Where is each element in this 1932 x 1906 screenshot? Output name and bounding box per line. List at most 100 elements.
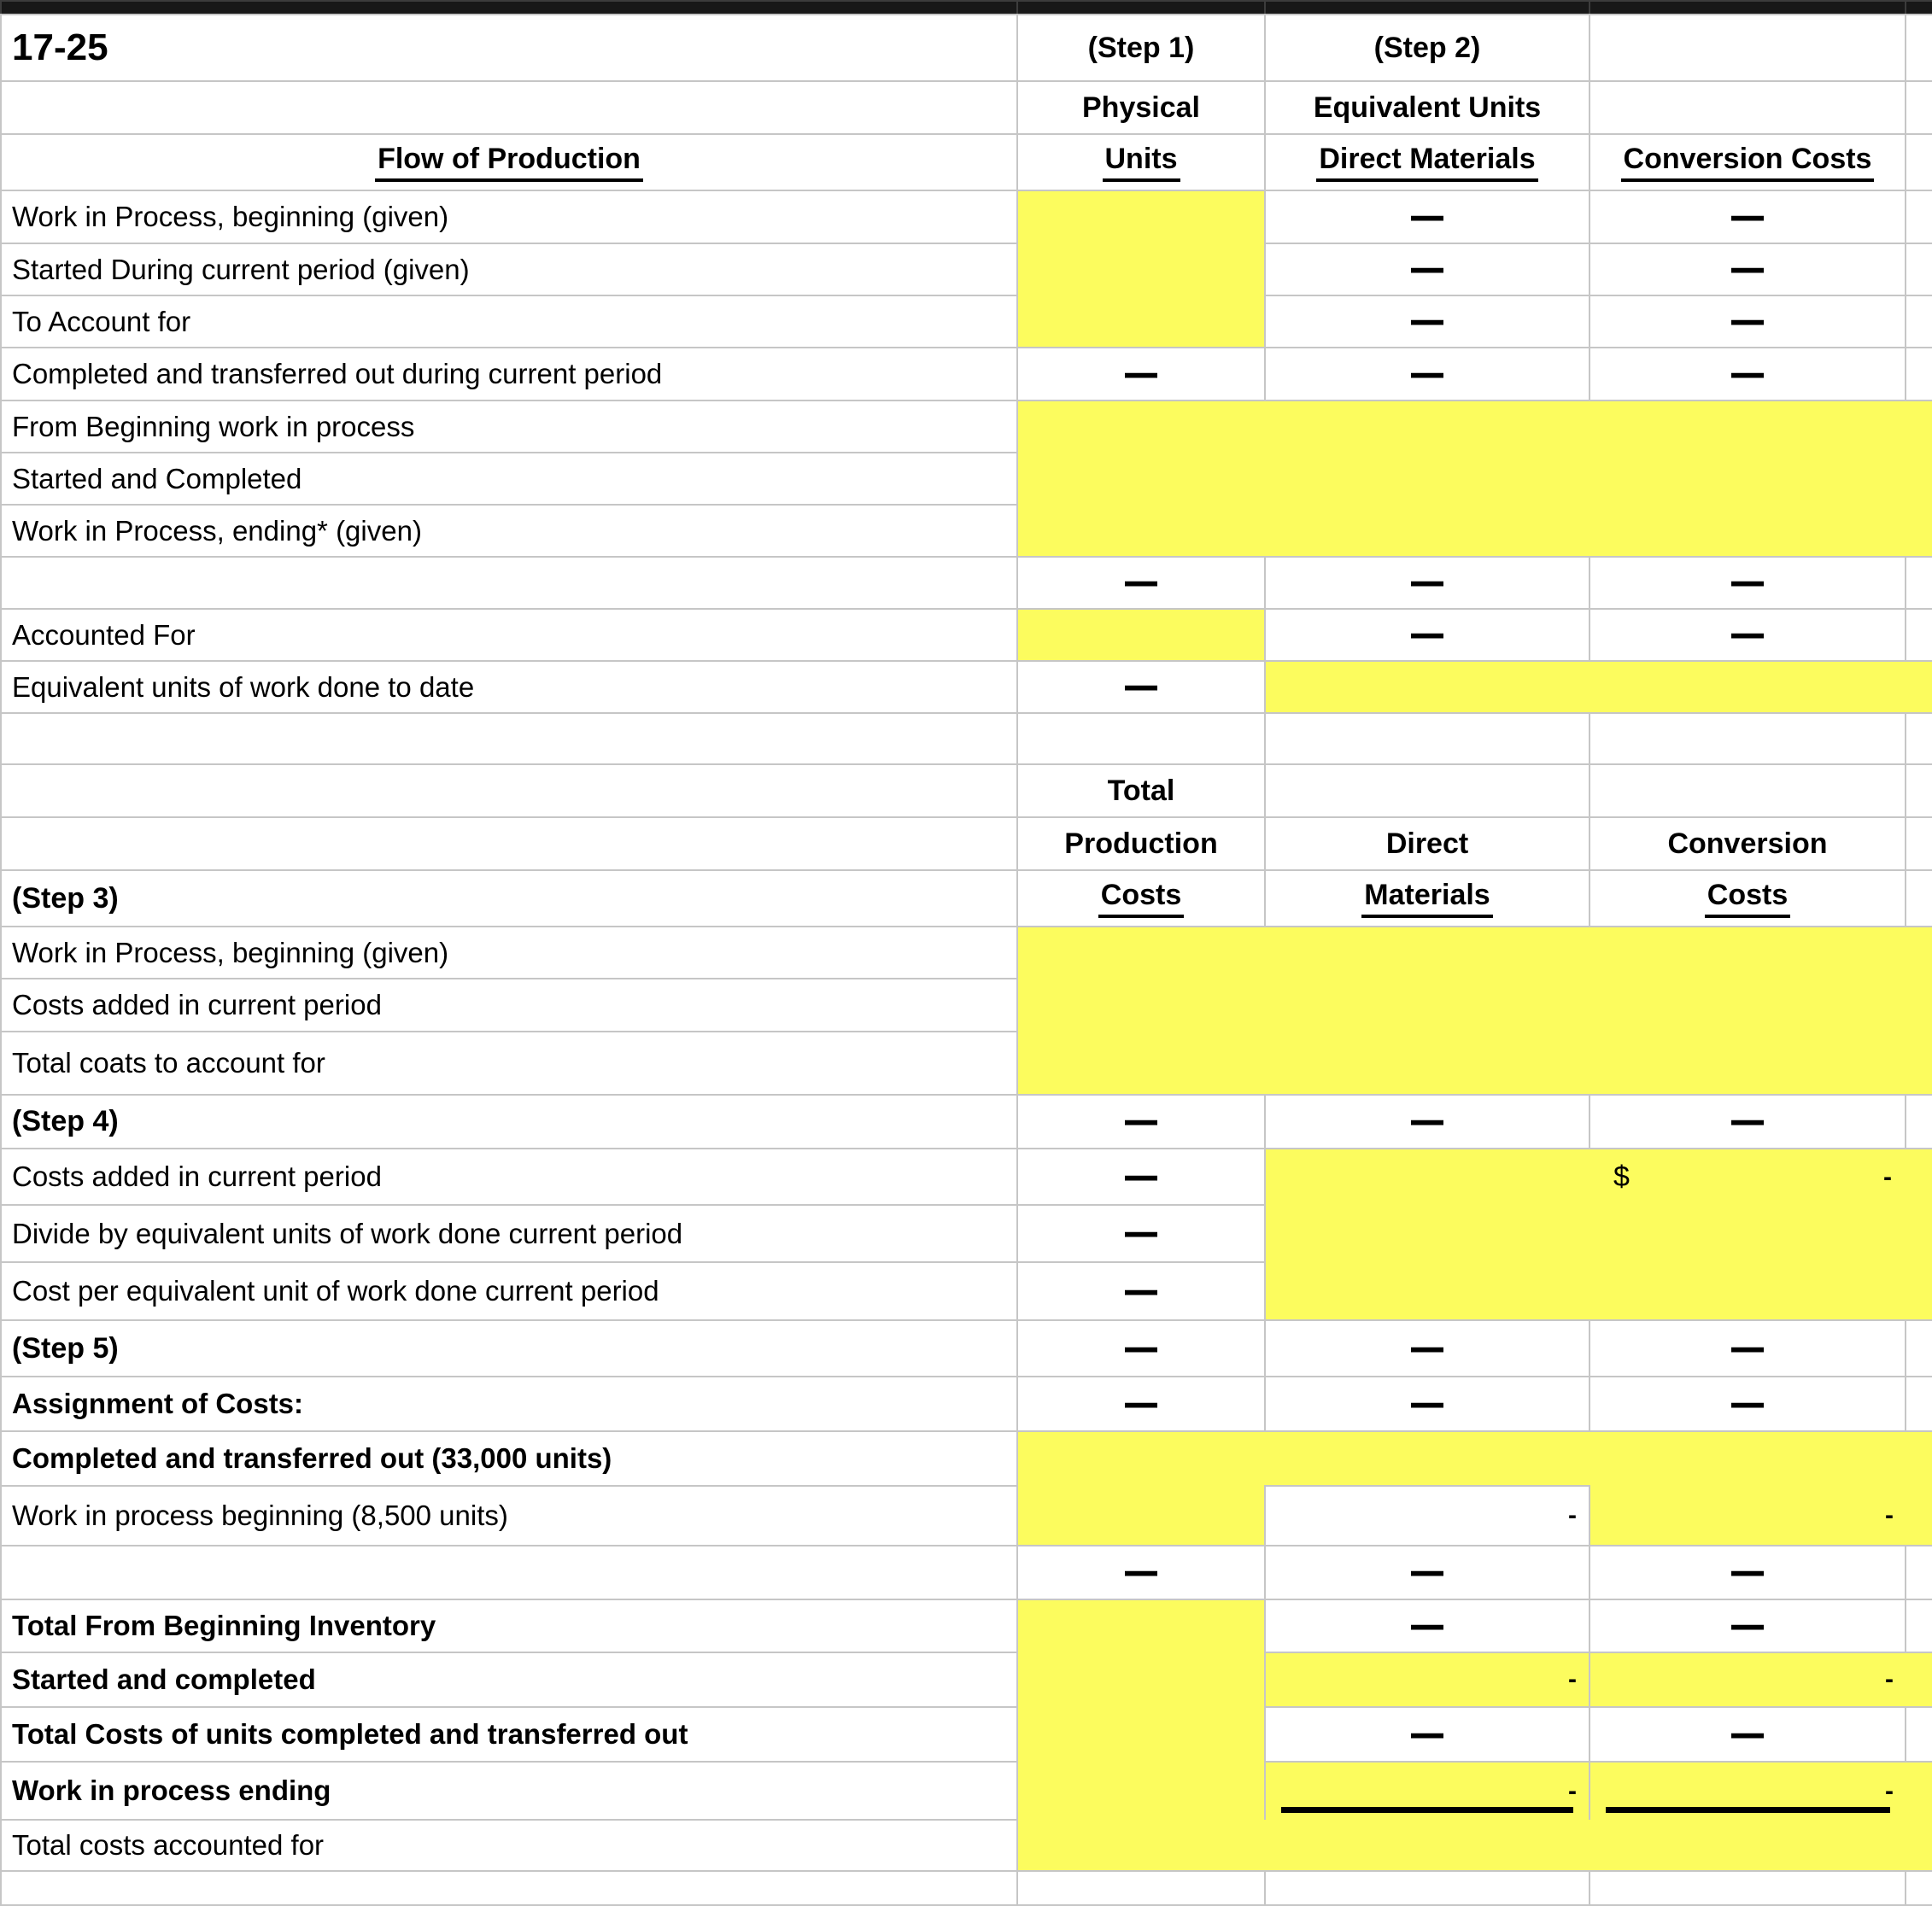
cell-total-costs-account-edge[interactable] <box>1905 1031 1932 1096</box>
cell-wip-ending2-edge[interactable] <box>1905 1761 1932 1820</box>
cell-started-and-completed-units-input[interactable] <box>1016 452 1265 505</box>
cell-step5-cc: — <box>1589 1319 1906 1377</box>
cell-completed-33000-cc-input[interactable] <box>1589 1430 1906 1486</box>
cell-total-costs-account-cc-input[interactable] <box>1589 1031 1906 1096</box>
cell-wip-beg-8500-edge[interactable] <box>1905 1485 1932 1546</box>
units-header: Units <box>1016 133 1266 191</box>
cell-total-costs-accounted-cc-input[interactable] <box>1589 1819 1906 1872</box>
empty-cell <box>1905 1706 1932 1763</box>
cell-costs-added-dm-input[interactable] <box>1264 978 1590 1032</box>
cell-costs-added-edge[interactable] <box>1905 978 1932 1032</box>
cell-total-from-beg-inv-cc: — <box>1589 1599 1906 1653</box>
cell-total-costs-accounted-dm-input[interactable] <box>1264 1819 1590 1872</box>
cell-started-and-completed-cc-input[interactable] <box>1589 452 1906 505</box>
cell-wip-beg-8500-dm: - <box>1264 1485 1590 1546</box>
cell-wip-ending2-dm-input[interactable]: - <box>1264 1761 1590 1820</box>
row-label-wip-beginning-costs: Work in Process, beginning (given) <box>0 926 1018 979</box>
cell-costs-added-step4-cc-input[interactable]: $ - <box>1589 1148 1906 1205</box>
cell-divide-by-dm-input[interactable] <box>1264 1204 1590 1262</box>
cell-started-and-completed-dm-input[interactable] <box>1264 452 1590 505</box>
cell-started-during-cc: — <box>1589 243 1906 296</box>
top-band-cell <box>1016 0 1266 15</box>
cell-equiv-units-edge[interactable] <box>1905 660 1932 714</box>
cell-step4-cc: — <box>1589 1094 1906 1149</box>
cell-completed-33000-total-input[interactable] <box>1016 1430 1265 1486</box>
costs2-header: Costs <box>1589 869 1906 927</box>
cell-assignment-total: — <box>1016 1376 1266 1432</box>
cell-accounted-for-cc: — <box>1589 608 1906 662</box>
row-label-equiv-units-to-date: Equivalent units of work done to date <box>0 660 1018 714</box>
cell-wip-ending-cc-input[interactable] <box>1589 504 1906 558</box>
cell-completed-33000-edge[interactable] <box>1905 1430 1932 1486</box>
cell-accounted-for-dm: — <box>1264 608 1590 662</box>
cell-costs-added-cc-input[interactable] <box>1589 978 1906 1032</box>
cell-from-beginning-wip-units-input[interactable] <box>1016 400 1265 453</box>
empty-cell <box>1905 1599 1932 1653</box>
cell-started-completed2-total-input[interactable] <box>1016 1652 1266 1707</box>
cell-divide-by-cc-input[interactable] <box>1589 1204 1906 1262</box>
cell-total-costs-accounted-total-input[interactable] <box>1016 1819 1265 1872</box>
cell-assignment-dm: — <box>1264 1376 1590 1432</box>
cell-from-beginning-wip-dm-input[interactable] <box>1264 400 1590 453</box>
cell-costs-added-step4-edge[interactable] <box>1905 1148 1932 1205</box>
cell-total-from-beg-inv-total-input[interactable] <box>1016 1599 1266 1652</box>
cell-wip-beginning-costs-dm-input[interactable] <box>1264 926 1590 979</box>
cell-started-completed2-dm-input[interactable]: - <box>1264 1652 1590 1708</box>
row-label-to-account-for: To Account for <box>0 295 1018 348</box>
cell-wip-beginning-costs-total-input[interactable] <box>1016 926 1265 979</box>
worksheet-number: 17-25 <box>0 14 1018 82</box>
cell-cost-per-dm-input[interactable] <box>1264 1261 1590 1321</box>
cell-divide-by-total: — <box>1016 1204 1266 1263</box>
cell-wip-ending-units-input[interactable] <box>1016 504 1265 558</box>
cell-total-costs-transferred-cc: — <box>1589 1706 1906 1763</box>
cell-total-costs-account-total-input[interactable] <box>1016 1031 1265 1096</box>
empty-cell <box>1589 712 1906 765</box>
row-label-divide-by: Divide by equivalent units of work done … <box>0 1204 1018 1263</box>
empty-cell <box>1905 816 1932 871</box>
cell-equiv-units-cc-input[interactable] <box>1589 660 1906 714</box>
cell-wip-ending-edge[interactable] <box>1905 504 1932 558</box>
cell-wip-ending2-cc-input[interactable]: - <box>1589 1761 1906 1820</box>
empty-cell <box>1905 80 1932 135</box>
cell-completed-33000-dm-input[interactable] <box>1264 1430 1590 1487</box>
cell-wip-beginning-costs-edge[interactable] <box>1905 926 1932 979</box>
cell-started-completed2-cc-input[interactable]: - <box>1589 1652 1906 1708</box>
cell-started-during-units-input[interactable] <box>1016 243 1266 295</box>
row-label-started-completed2: Started and completed <box>0 1652 1018 1708</box>
cell-wip-beginning-dm: — <box>1264 190 1590 244</box>
cell-total-costs-transferred-dm: — <box>1264 1706 1590 1763</box>
empty-cell <box>1905 763 1932 818</box>
cell-divide-by-edge[interactable] <box>1905 1204 1932 1262</box>
cell-subtotal-dm: — <box>1264 556 1590 610</box>
cell-from-beginning-wip-cc-input[interactable] <box>1589 400 1906 453</box>
total-rule <box>1606 1807 1890 1813</box>
cell-started-and-completed-edge[interactable] <box>1905 452 1932 505</box>
empty-cell <box>1016 712 1266 765</box>
cell-cost-per-edge[interactable] <box>1905 1261 1932 1321</box>
cell-from-beginning-wip-edge[interactable] <box>1905 400 1932 453</box>
cell-wip-ending-dm-input[interactable] <box>1264 504 1590 558</box>
cell-wip-beg-8500-total-input[interactable] <box>1016 1485 1266 1546</box>
cell-started-completed2-edge[interactable] <box>1905 1652 1932 1708</box>
cell-costs-added-step4-dm-input[interactable] <box>1264 1148 1590 1205</box>
cell-to-account-for-units-input[interactable] <box>1016 295 1266 348</box>
cell-cost-per-cc-input[interactable] <box>1589 1261 1906 1321</box>
cell-accounted-for-units-input[interactable] <box>1016 608 1266 662</box>
cell-total-costs-accounted-edge[interactable] <box>1905 1819 1932 1872</box>
cell-total-costs-account-dm-input[interactable] <box>1264 1031 1590 1096</box>
row-label-accounted-for: Accounted For <box>0 608 1018 662</box>
empty-cell <box>1905 608 1932 662</box>
costs-header: Costs <box>1016 869 1266 927</box>
cell-wip-ending2-total-input[interactable] <box>1016 1761 1266 1820</box>
cell-total-costs-transferred-total-input[interactable] <box>1016 1706 1266 1762</box>
empty-cell <box>1905 556 1932 610</box>
row-label-wip-beginning: Work in Process, beginning (given) <box>0 190 1018 244</box>
cell-wip-beginning-costs-cc-input[interactable] <box>1589 926 1906 979</box>
cell-costs-added-total-input[interactable] <box>1016 978 1265 1032</box>
cell-wip-beg-8500-cc-input[interactable]: - <box>1589 1485 1906 1546</box>
row-label-total-from-beg-inv: Total From Beginning Inventory <box>0 1599 1018 1653</box>
physical-header: Physical <box>1016 80 1266 135</box>
cell-equiv-units-dm-input[interactable] <box>1264 660 1590 714</box>
empty-cell <box>1905 243 1932 296</box>
cell-wip-beginning-units-input[interactable] <box>1016 190 1266 243</box>
